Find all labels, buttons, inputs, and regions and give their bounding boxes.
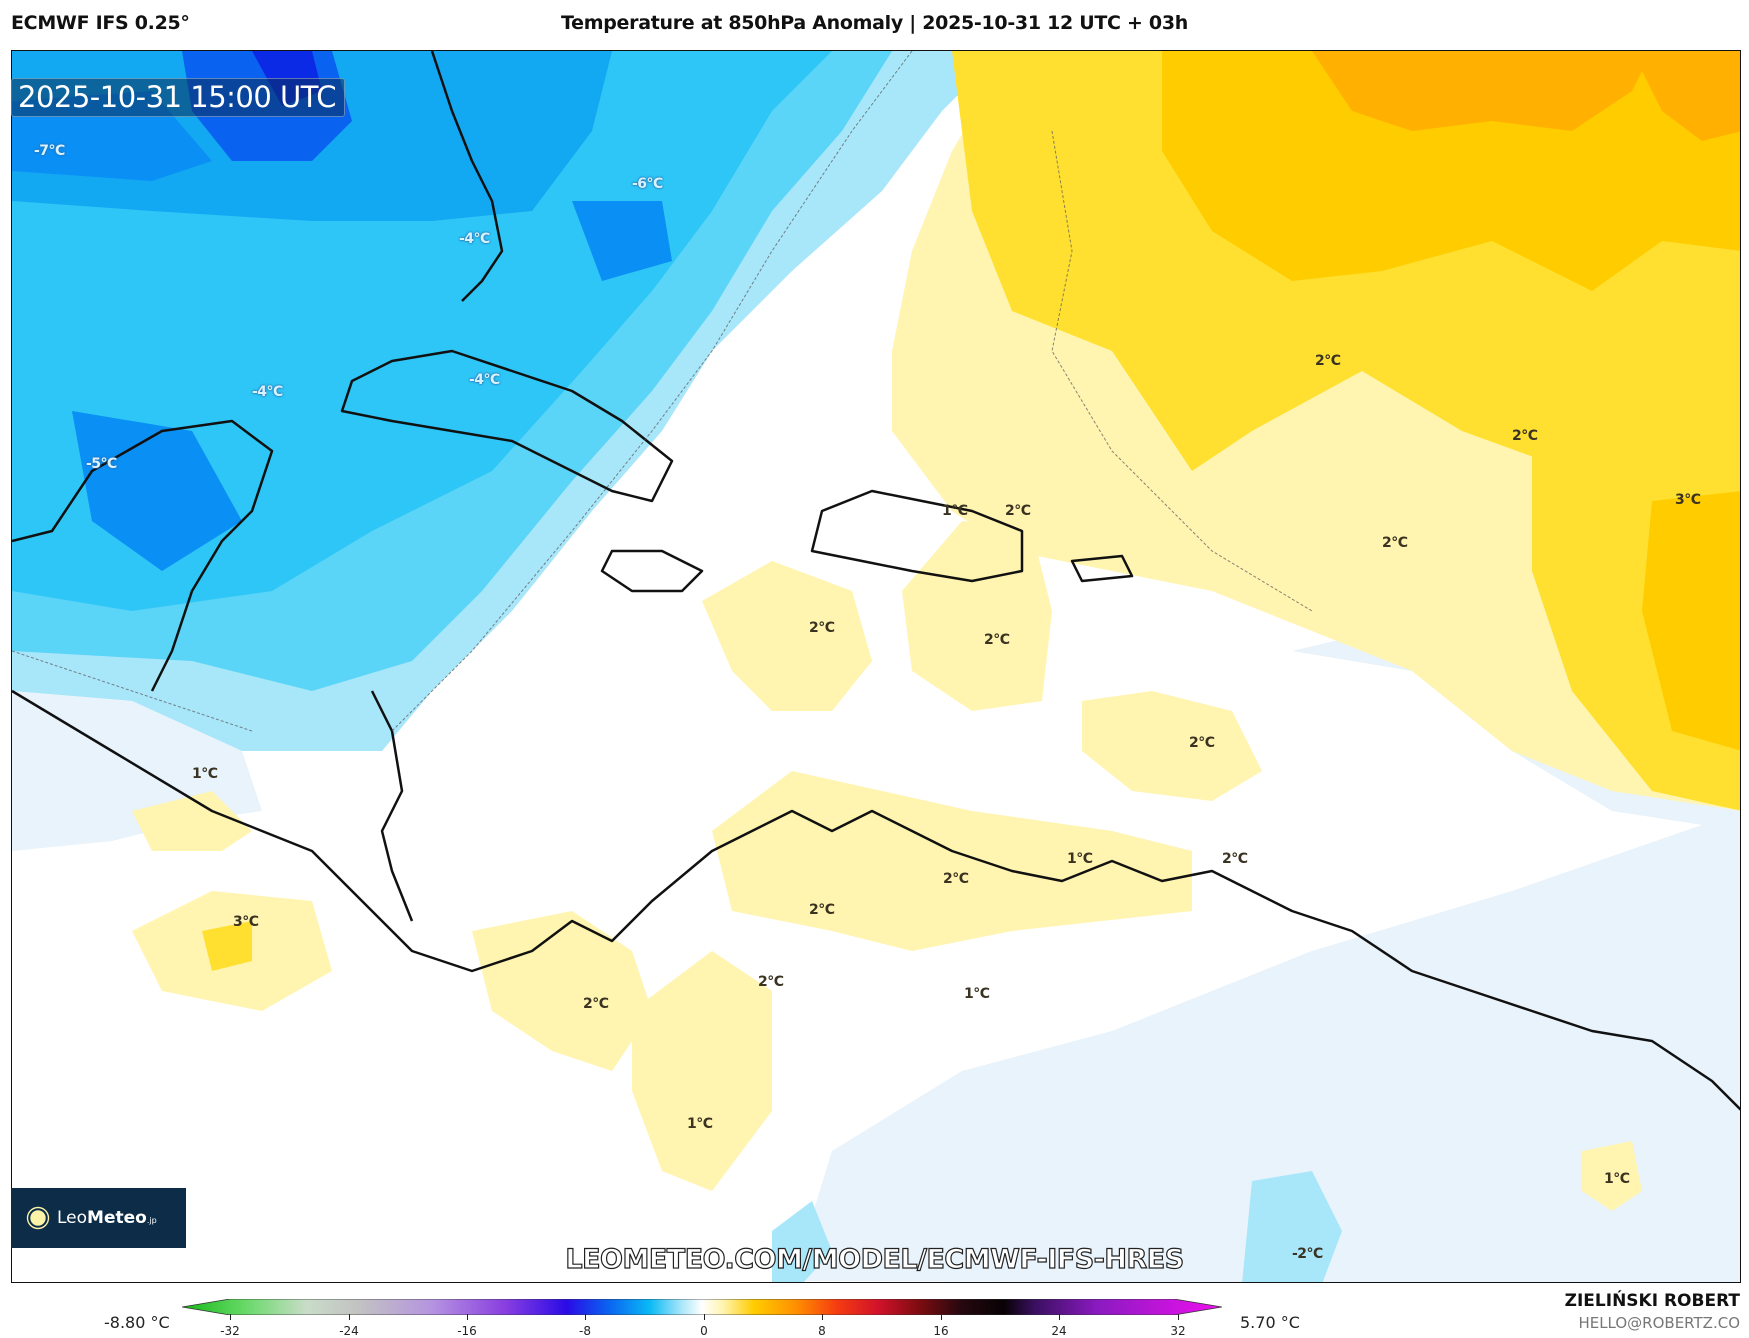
colorbar-tick-label: -16 xyxy=(457,1324,477,1338)
contour-label: -6°C xyxy=(632,176,663,192)
logo-text: LeoMeteo.jp xyxy=(57,1208,157,1228)
anomaly-map: -7°C -6°C -4°C -4°C -4°C -5°C 2°C 2°C 3°… xyxy=(11,50,1741,1283)
contour-label: 1°C xyxy=(192,766,218,782)
leometeo-logo: LeoMeteo.jp xyxy=(11,1188,186,1248)
contour-label: -4°C xyxy=(469,372,500,388)
contour-label: 2°C xyxy=(1005,503,1031,519)
contour-label: -2°C xyxy=(1292,1246,1323,1262)
contour-label: 1°C xyxy=(1067,851,1093,867)
contour-label: 3°C xyxy=(233,914,259,930)
contour-label: -5°C xyxy=(86,456,117,472)
author-email: HELLO@ROBERTZ.CO xyxy=(1578,1314,1740,1332)
colorbar xyxy=(182,1299,1222,1315)
contour-label: -7°C xyxy=(34,143,65,159)
contour-label: -4°C xyxy=(252,384,283,400)
valid-time-badge: 2025-10-31 15:00 UTC xyxy=(11,78,345,117)
contour-label: 2°C xyxy=(984,632,1010,648)
contour-label: 2°C xyxy=(1222,851,1248,867)
contour-label: 2°C xyxy=(943,871,969,887)
author-name: ZIELIŃSKI ROBERT xyxy=(1564,1291,1740,1311)
contour-label: 2°C xyxy=(809,902,835,918)
contour-label: -4°C xyxy=(459,231,490,247)
model-name: ECMWF IFS 0.25° xyxy=(11,12,190,34)
colorbar-tick-label: 8 xyxy=(818,1324,826,1338)
colorbar-tick-label: 0 xyxy=(700,1324,708,1338)
contour-label: 1°C xyxy=(964,986,990,1002)
contour-label: 2°C xyxy=(809,620,835,636)
contour-label: 2°C xyxy=(583,996,609,1012)
colorbar-tick-label: -32 xyxy=(220,1324,240,1338)
field-max-value: 5.70 °C xyxy=(1240,1313,1300,1332)
chart-title: Temperature at 850hPa Anomaly | 2025-10-… xyxy=(561,12,1188,34)
contour-label: 2°C xyxy=(1512,428,1538,444)
url-watermark: LEOMETEO.COM/MODEL/ECMWF-IFS-HRES xyxy=(565,1243,1185,1275)
contour-label: 1°C xyxy=(687,1116,713,1132)
colorbar-tick-label: 24 xyxy=(1051,1324,1067,1338)
contour-label: 1°C xyxy=(1604,1171,1630,1187)
contour-label: 3°C xyxy=(1675,492,1701,508)
contour-label: 2°C xyxy=(1382,535,1408,551)
contour-label: 1°C xyxy=(942,503,968,519)
sun-icon xyxy=(30,1210,46,1226)
contour-label: 2°C xyxy=(1189,735,1215,751)
colorbar-tick-label: 16 xyxy=(933,1324,949,1338)
colorbar-tick-label: 32 xyxy=(1170,1324,1186,1338)
map-field xyxy=(12,51,1740,1282)
contour-label: 2°C xyxy=(1315,353,1341,369)
contour-label: 2°C xyxy=(758,974,784,990)
colorbar-tick-label: -24 xyxy=(339,1324,359,1338)
field-min-value: -8.80 °C xyxy=(104,1313,170,1332)
colorbar-tick-label: -8 xyxy=(579,1324,591,1338)
